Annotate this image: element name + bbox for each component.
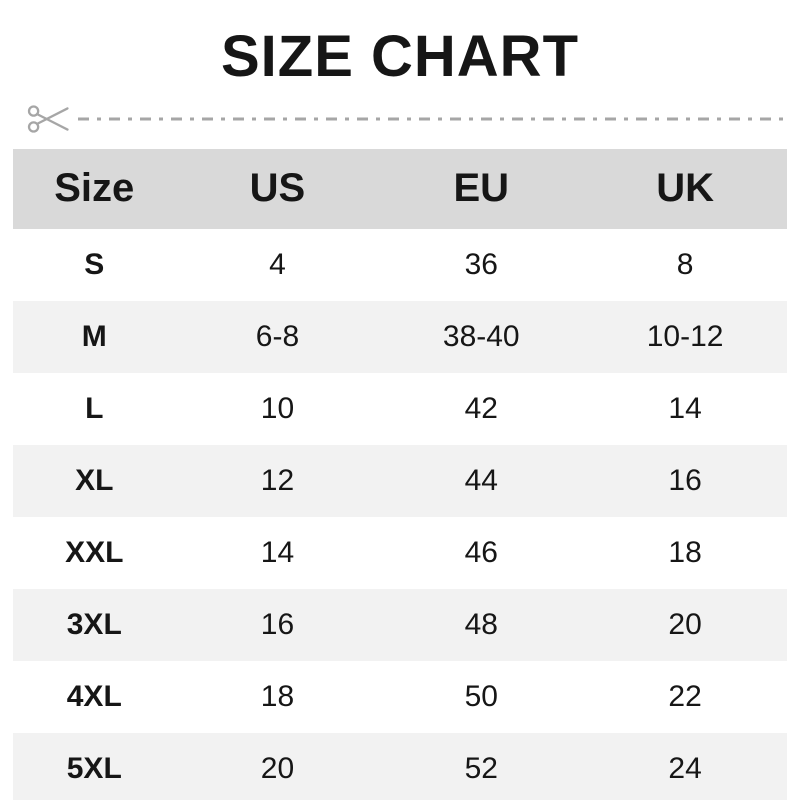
col-header-us: US [175, 148, 380, 229]
us-cell: 20 [175, 732, 380, 800]
eu-cell: 36 [379, 228, 584, 301]
table-row: M 6-8 38-40 10-12 [13, 300, 787, 373]
us-cell: 12 [175, 444, 380, 517]
eu-cell: 38-40 [379, 300, 584, 373]
size-cell: 3XL [13, 588, 176, 661]
uk-cell: 18 [583, 516, 787, 589]
uk-cell: 20 [583, 588, 787, 661]
us-cell: 16 [175, 588, 380, 661]
us-cell: 18 [175, 660, 380, 733]
eu-cell: 46 [379, 516, 584, 589]
size-chart-table: Size US EU UK S 4 36 8 M 6-8 38-40 10-12… [13, 148, 787, 800]
table-row: 4XL 18 50 22 [13, 660, 787, 733]
table-row: L 10 42 14 [13, 372, 787, 445]
us-cell: 4 [175, 228, 380, 301]
size-cell: 4XL [13, 660, 176, 733]
table-row: 5XL 20 52 24 [13, 732, 787, 800]
col-header-uk: UK [583, 148, 787, 229]
table-row: XXL 14 46 18 [13, 516, 787, 589]
table-row: S 4 36 8 [13, 228, 787, 301]
uk-cell: 10-12 [583, 300, 787, 373]
size-cell: XL [13, 444, 176, 517]
cut-dashed-line [78, 117, 786, 121]
uk-cell: 16 [583, 444, 787, 517]
table-row: XL 12 44 16 [13, 444, 787, 517]
uk-cell: 8 [583, 228, 787, 301]
us-cell: 14 [175, 516, 380, 589]
us-cell: 10 [175, 372, 380, 445]
size-cell: 5XL [13, 732, 176, 800]
size-cell: XXL [13, 516, 176, 589]
cut-line [0, 91, 800, 147]
size-cell: L [13, 372, 176, 445]
uk-cell: 24 [583, 732, 787, 800]
table-row: 3XL 16 48 20 [13, 588, 787, 661]
eu-cell: 52 [379, 732, 584, 800]
page-title: SIZE CHART [221, 24, 579, 89]
table-header-row: Size US EU UK [13, 148, 787, 229]
us-cell: 6-8 [175, 300, 380, 373]
scissors-icon [27, 105, 69, 133]
eu-cell: 44 [379, 444, 584, 517]
eu-cell: 50 [379, 660, 584, 733]
col-header-eu: EU [379, 148, 584, 229]
eu-cell: 48 [379, 588, 584, 661]
size-cell: M [13, 300, 176, 373]
size-cell: S [13, 228, 176, 301]
col-header-size: Size [13, 148, 176, 229]
uk-cell: 22 [583, 660, 787, 733]
eu-cell: 42 [379, 372, 584, 445]
uk-cell: 14 [583, 372, 787, 445]
